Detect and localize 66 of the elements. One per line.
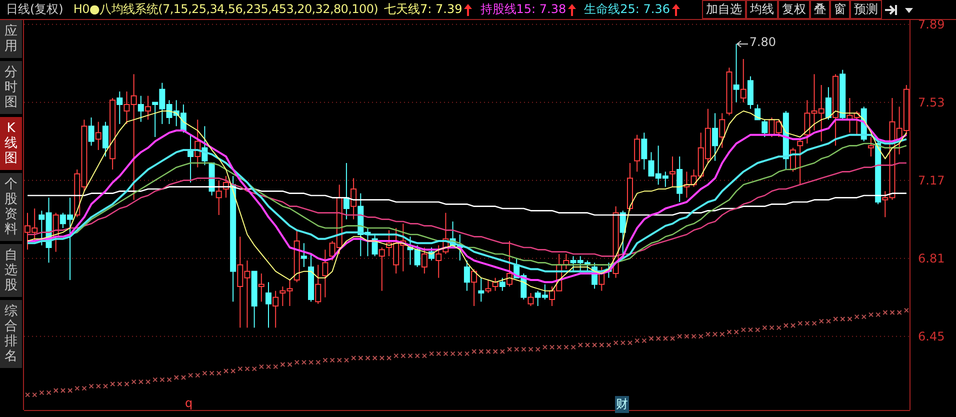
candlestick xyxy=(670,156,676,188)
line-series xyxy=(26,162,908,257)
candlestick xyxy=(272,290,279,328)
candlestick xyxy=(102,121,108,157)
text: 窗 xyxy=(830,0,850,19)
candlestick xyxy=(825,86,832,120)
text: 加自选 xyxy=(702,0,746,19)
candlestick xyxy=(216,180,222,216)
candlestick xyxy=(499,277,506,292)
candlestick xyxy=(485,280,492,294)
sidebar-tab: 分时图 xyxy=(0,61,22,117)
candlestick xyxy=(712,112,718,162)
candlestick xyxy=(116,91,123,124)
candlestick xyxy=(343,162,350,220)
candlestick xyxy=(676,156,683,202)
annotation: 财 xyxy=(615,396,629,413)
candlestick xyxy=(265,282,272,328)
candlestick xyxy=(436,244,442,278)
annotation: 7.80 xyxy=(749,34,776,49)
annotation: q xyxy=(184,396,194,410)
candlestick xyxy=(300,242,307,268)
text: 叠 xyxy=(810,0,830,19)
sidebar-tab: K线图 xyxy=(0,117,22,173)
candlestick xyxy=(719,112,726,148)
candlestick xyxy=(315,264,322,304)
candlestick xyxy=(464,260,470,292)
candlestick xyxy=(733,43,740,103)
candlestick xyxy=(634,134,640,172)
candlestick xyxy=(421,247,428,274)
sidebar-tab: 自选股 xyxy=(0,244,22,300)
text: 均线 xyxy=(746,0,778,19)
candlestick xyxy=(492,277,498,292)
y-tick-label: 7.17 xyxy=(918,174,945,188)
text: 生命线25: 7.36 xyxy=(584,1,671,18)
candlestick xyxy=(478,277,484,302)
candlestick xyxy=(144,95,151,120)
candlestick xyxy=(471,268,478,306)
sidebar-tab: 应用 xyxy=(0,20,22,61)
chart-subtitle: H0●八均线系统(7,15,25,34,56,235,453,20,32,80,100) xyxy=(73,1,378,18)
candlestick xyxy=(620,210,626,254)
candlestick xyxy=(528,292,534,306)
sidebar-tab: 个股资料 xyxy=(0,173,22,244)
candlestick xyxy=(506,240,512,287)
candlestick xyxy=(762,119,768,138)
y-tick-label: 7.89 xyxy=(918,18,945,32)
candlestick xyxy=(797,138,804,186)
chart-title: 日线(复权) xyxy=(6,1,64,18)
candlestick xyxy=(740,58,746,103)
sidebar-tab: 综合排名 xyxy=(0,300,22,371)
y-tick-label: 6.81 xyxy=(918,252,945,266)
candlestick xyxy=(378,247,385,292)
candlestick xyxy=(322,249,328,298)
text: 复权 xyxy=(778,0,810,19)
candlestick xyxy=(138,95,144,122)
candlestick xyxy=(641,132,648,170)
text: 持股线15: 7.38 xyxy=(480,1,568,18)
candlestick xyxy=(747,76,754,110)
candlestick xyxy=(868,136,874,157)
candlestick xyxy=(88,117,94,146)
y-tick-label: 7.53 xyxy=(918,96,945,110)
text: 七天线7: 7.39 xyxy=(384,1,464,18)
text: 预测 xyxy=(850,0,882,19)
candlestick xyxy=(350,178,357,220)
y-tick-label: 6.45 xyxy=(918,330,945,344)
candlestick xyxy=(258,273,264,302)
candlestick xyxy=(95,121,102,150)
